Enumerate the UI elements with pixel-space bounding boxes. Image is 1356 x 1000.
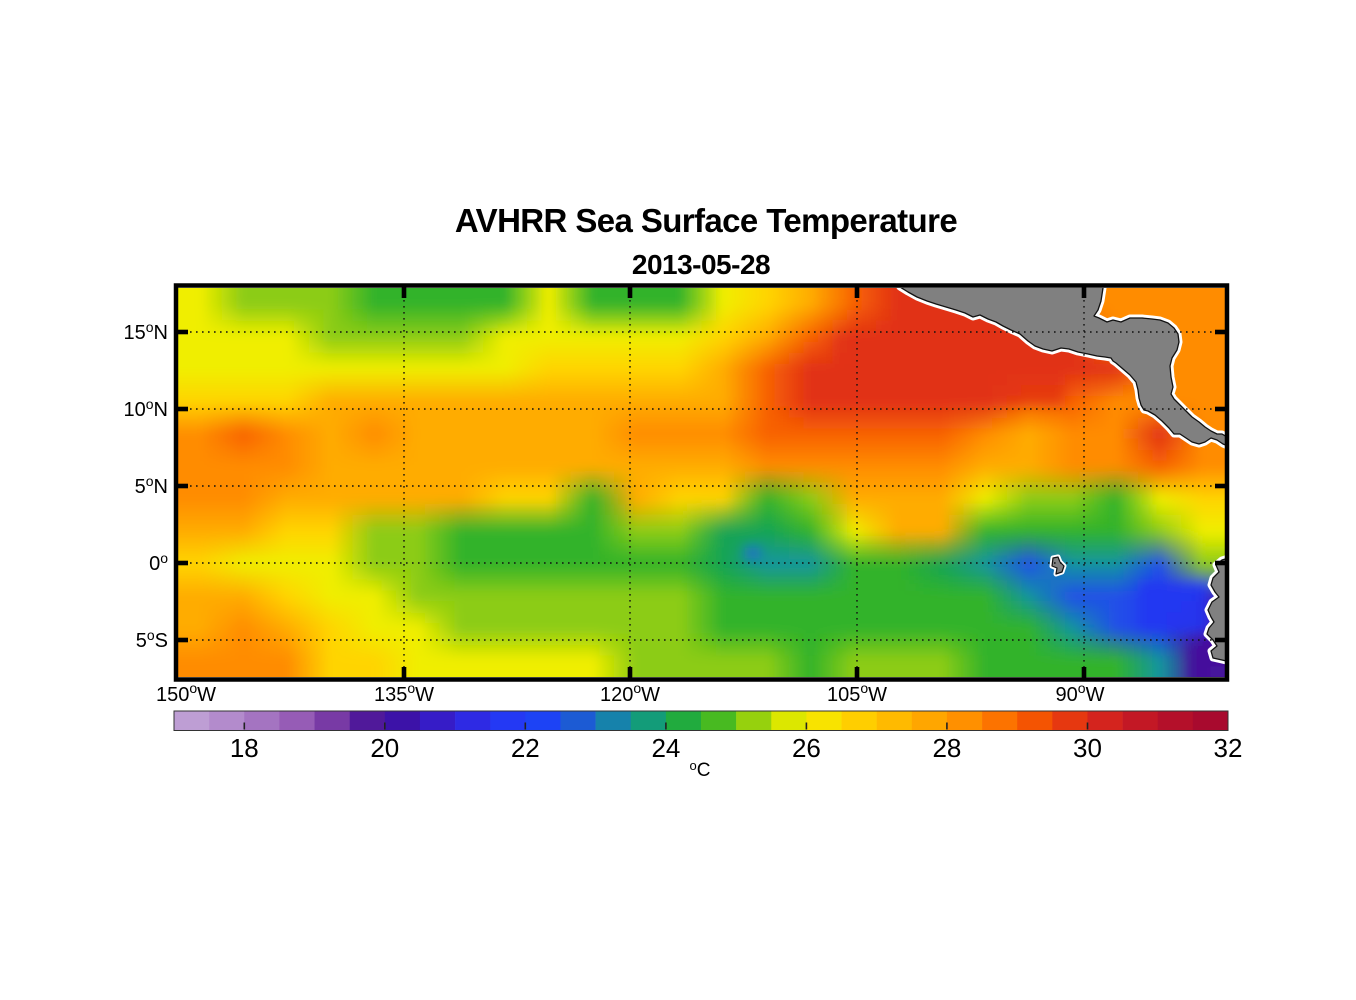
- svg-text:28: 28: [932, 733, 961, 763]
- svg-text:22: 22: [511, 733, 540, 763]
- svg-text:120oW: 120oW: [600, 680, 660, 706]
- svg-text:20: 20: [370, 733, 399, 763]
- svg-text:AVHRR Sea Surface Temperature: AVHRR Sea Surface Temperature: [455, 202, 957, 239]
- svg-text:32: 32: [1214, 733, 1243, 763]
- svg-text:oC: oC: [690, 758, 711, 781]
- svg-text:10oN: 10oN: [124, 396, 169, 421]
- svg-text:30: 30: [1073, 733, 1102, 763]
- svg-text:150oW: 150oW: [156, 680, 216, 706]
- svg-text:2013-05-28: 2013-05-28: [632, 249, 770, 280]
- svg-text:135oW: 135oW: [374, 680, 434, 706]
- svg-text:105oW: 105oW: [827, 680, 887, 706]
- svg-text:24: 24: [651, 733, 680, 763]
- svg-text:18: 18: [230, 733, 259, 763]
- svg-text:15oN: 15oN: [124, 319, 169, 344]
- svg-text:26: 26: [792, 733, 821, 763]
